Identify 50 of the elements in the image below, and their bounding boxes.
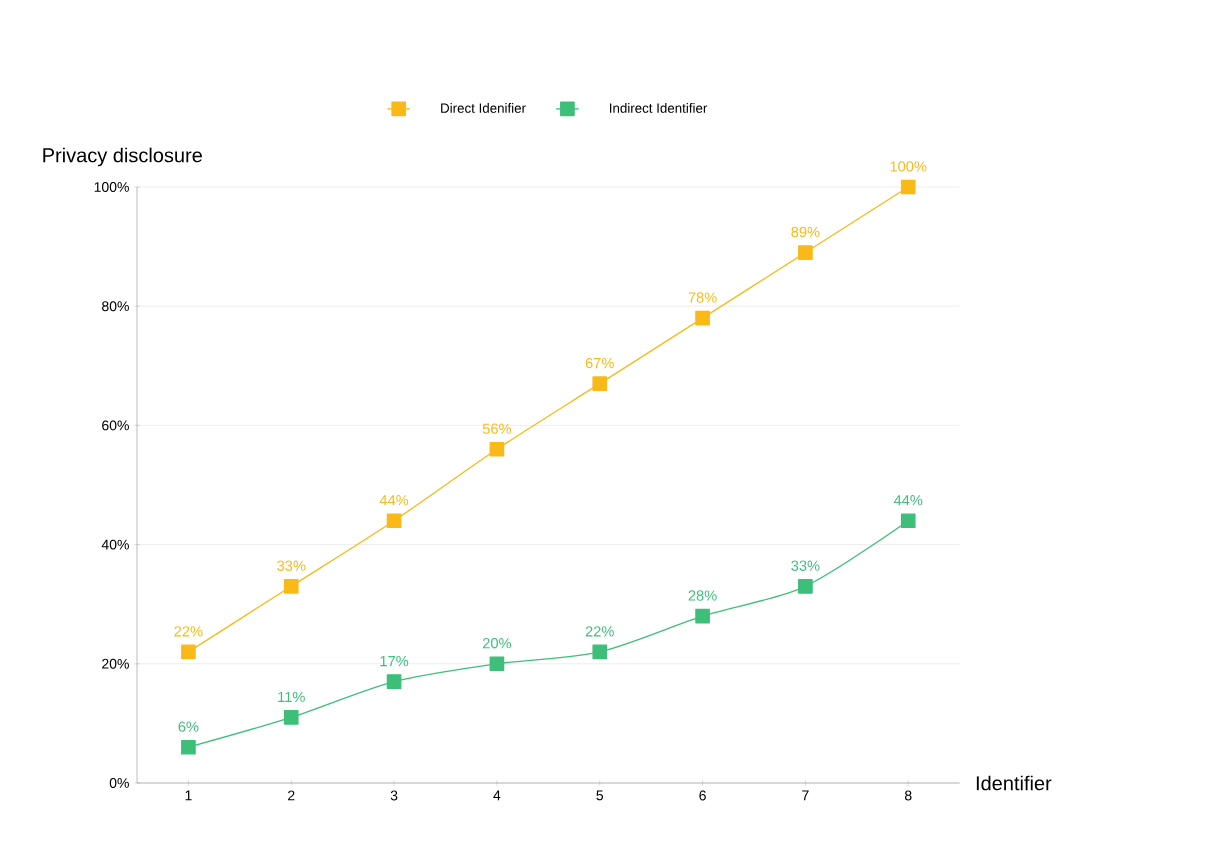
x-tick-label: 2 bbox=[288, 790, 295, 801]
data-label: 89% bbox=[791, 226, 820, 238]
point bbox=[386, 674, 402, 689]
point bbox=[181, 644, 196, 660]
legend-label: Indirect Identifier bbox=[610, 103, 708, 113]
x-tick-label: 4 bbox=[493, 790, 501, 801]
data-label: 78% bbox=[688, 292, 717, 303]
point bbox=[695, 608, 710, 624]
point bbox=[283, 710, 299, 725]
x-tick-label: 8 bbox=[904, 790, 912, 801]
data-label: 22% bbox=[585, 626, 614, 637]
point bbox=[798, 245, 813, 260]
data-label: 20% bbox=[482, 638, 512, 649]
x-tick-label: 6 bbox=[699, 790, 706, 801]
x-axis-title: Identifier bbox=[976, 775, 1052, 791]
data-label: 6% bbox=[178, 721, 199, 732]
y-tick-label: 100% bbox=[94, 182, 129, 192]
x-tick-label: 5 bbox=[596, 790, 604, 801]
point bbox=[695, 310, 710, 326]
data-label: 28% bbox=[688, 590, 717, 601]
data-label: 33% bbox=[791, 560, 820, 571]
point bbox=[798, 578, 813, 594]
data-label: 17% bbox=[380, 656, 409, 667]
data-label: 44% bbox=[893, 495, 923, 506]
point bbox=[386, 513, 402, 529]
y-tick-label: 60% bbox=[102, 420, 129, 431]
x-tick-label: 3 bbox=[390, 790, 398, 801]
data-label: 11% bbox=[278, 691, 305, 703]
point bbox=[489, 441, 505, 457]
legend-label: Direct Idenifier bbox=[441, 103, 526, 113]
point bbox=[181, 739, 196, 755]
point bbox=[592, 376, 608, 391]
y-tick-label: 0% bbox=[109, 778, 129, 788]
y-tick-label: 40% bbox=[101, 539, 129, 550]
y-tick-label: 80% bbox=[102, 301, 129, 312]
x-tick-label: 7 bbox=[802, 790, 809, 801]
data-label: 100% bbox=[890, 161, 927, 172]
x-tick-label: 1 bbox=[185, 790, 192, 801]
y-tick-label: 20% bbox=[102, 658, 129, 669]
point bbox=[900, 513, 916, 529]
data-label: 67% bbox=[585, 357, 614, 369]
data-label: 33% bbox=[277, 560, 306, 571]
data-label: 22% bbox=[174, 626, 203, 637]
y-axis-title: Privacy disclosure bbox=[43, 147, 202, 167]
point bbox=[489, 656, 505, 672]
point bbox=[592, 644, 608, 660]
data-label: 44% bbox=[379, 495, 409, 506]
point bbox=[283, 578, 299, 594]
data-label: 56% bbox=[482, 423, 512, 434]
point bbox=[900, 179, 916, 195]
